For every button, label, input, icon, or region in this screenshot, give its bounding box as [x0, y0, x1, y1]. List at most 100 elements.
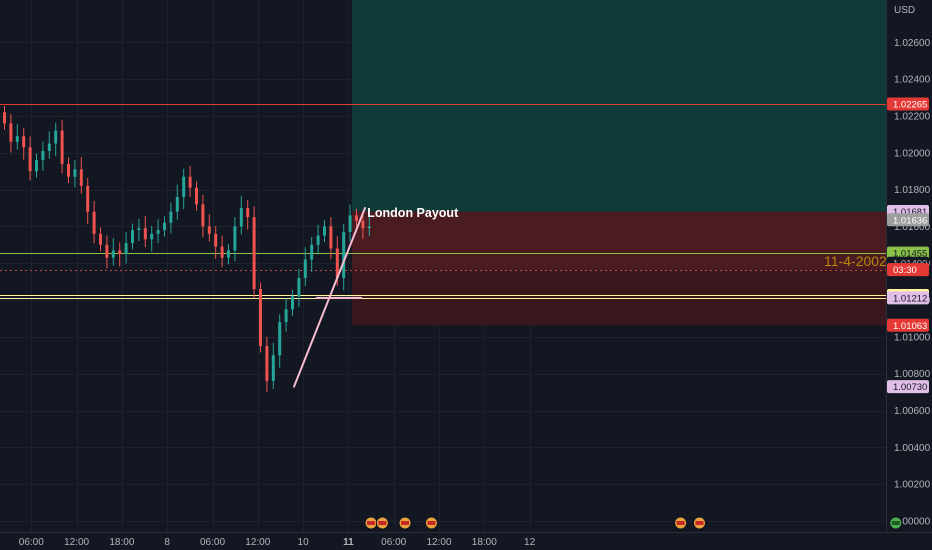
- candle-body: [9, 123, 13, 142]
- candle: [284, 298, 288, 332]
- candle: [316, 224, 320, 255]
- flag-icon-stripe: [695, 521, 704, 525]
- position-zones: [352, 0, 886, 326]
- candle-body: [342, 231, 346, 278]
- economic-event-icon[interactable]: [375, 516, 389, 530]
- candle: [310, 236, 314, 272]
- candle-body: [131, 230, 134, 243]
- horizontal-lines[interactable]: [0, 104, 886, 299]
- candle-body: [259, 289, 262, 347]
- candle-body: [329, 226, 333, 249]
- candle: [291, 289, 294, 316]
- stop-zone: [352, 269, 886, 326]
- price-tick-label: 1.01000: [894, 332, 931, 343]
- time-tick-label: 18:00: [472, 537, 497, 548]
- settings-icon-glyph: [891, 521, 900, 525]
- price-tick-label: 1.02200: [894, 111, 931, 122]
- price-badge-text: 1.00730: [893, 382, 927, 393]
- economic-event-icon[interactable]: [674, 516, 688, 530]
- economic-event-icon[interactable]: [398, 516, 412, 530]
- flag-icon-stripe: [427, 521, 436, 525]
- candle-body: [118, 250, 122, 255]
- candle: [9, 113, 13, 153]
- candle: [355, 208, 358, 228]
- candle-body: [252, 217, 256, 290]
- candle: [271, 342, 275, 389]
- candle: [99, 227, 102, 252]
- price-badge: 1.01455: [887, 246, 929, 260]
- candle-body: [47, 143, 51, 151]
- candle: [60, 119, 64, 174]
- candle: [150, 225, 154, 252]
- candle: [297, 268, 301, 308]
- time-tick-label: 12:00: [245, 537, 270, 548]
- candle-body: [233, 226, 237, 251]
- candle-body: [207, 226, 211, 234]
- price-badge-bg: [887, 318, 929, 332]
- candle-body: [143, 228, 147, 240]
- price-tick-label: 1.01600: [894, 222, 931, 233]
- settings-icon[interactable]: [889, 516, 903, 530]
- candle: [124, 232, 128, 264]
- candle-body: [15, 136, 19, 142]
- price-badge-text: 1.01681: [893, 207, 927, 218]
- price-badge: 1.01063: [887, 318, 929, 332]
- candle-body: [214, 233, 218, 247]
- trendlines[interactable]: [293, 207, 367, 388]
- candle: [92, 200, 96, 244]
- candle-body: [367, 226, 371, 229]
- candle-body: [284, 309, 288, 323]
- candle: [361, 211, 365, 240]
- time-axis[interactable]: 06:00 12:00 18:00 8 06:00 12:00 10 11 06:00 12:00…: [19, 537, 536, 548]
- price-badge-bg: [887, 380, 929, 394]
- candle-body: [137, 228, 141, 231]
- candle: [207, 214, 211, 242]
- candle: [259, 282, 262, 353]
- time-tick-label: 06:00: [19, 537, 44, 548]
- flag-icon-stripe: [378, 521, 387, 525]
- candle-body: [227, 250, 230, 258]
- event-icons[interactable]: [364, 516, 903, 530]
- price-badge: 1.02265: [887, 97, 929, 111]
- price-badge-bg: [887, 291, 929, 305]
- candle: [156, 219, 160, 244]
- candle: [367, 214, 371, 237]
- candle-body: [111, 250, 115, 258]
- price-badge-bg: [887, 246, 929, 260]
- candle: [252, 206, 256, 299]
- candle: [278, 314, 282, 368]
- candle-body: [124, 242, 128, 255]
- time-tick-label: 8: [164, 537, 170, 548]
- annotation-label: London Payout: [367, 206, 459, 220]
- candle: [348, 204, 352, 242]
- candle: [182, 168, 186, 210]
- candle: [41, 141, 45, 172]
- time-tick-label: 12:00: [64, 537, 89, 548]
- price-badge-bg: [887, 213, 929, 227]
- date-watermark: 11-4-2002: [824, 253, 887, 269]
- candle: [137, 218, 141, 241]
- candle-body: [54, 130, 58, 144]
- time-tick-label: 06:00: [381, 537, 406, 548]
- candle: [35, 153, 38, 178]
- candle: [15, 123, 19, 150]
- candle: [131, 223, 134, 250]
- candle: [239, 195, 243, 235]
- annotations: London Payout 11-4-2002: [367, 206, 887, 269]
- price-tick-label: 1.00400: [894, 443, 931, 454]
- candle-body: [41, 150, 45, 161]
- candle-body: [271, 355, 275, 382]
- candle-body: [67, 163, 70, 177]
- economic-event-icon[interactable]: [424, 516, 438, 530]
- candle-body: [169, 211, 173, 223]
- candle: [86, 178, 90, 225]
- economic-event-icon[interactable]: [692, 516, 706, 530]
- economic-event-icon[interactable]: [364, 516, 378, 530]
- candle-body: [86, 185, 90, 212]
- candle-body: [60, 130, 64, 164]
- candle: [246, 200, 250, 230]
- price-tick-label: 1.00600: [894, 406, 931, 417]
- candle: [227, 243, 230, 265]
- time-tick-label: 12:00: [426, 537, 451, 548]
